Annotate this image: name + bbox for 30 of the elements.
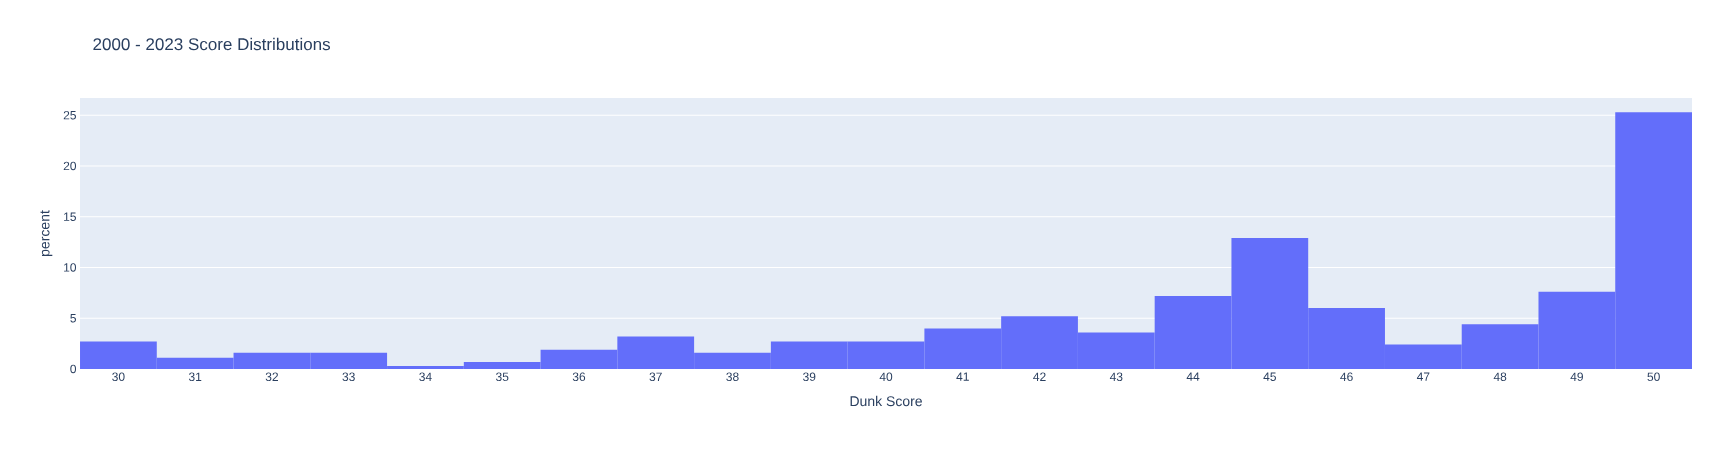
y-tick-label: 25 — [63, 111, 76, 120]
x-tick-label: 31 — [188, 372, 202, 382]
x-tick-label: 44 — [1186, 372, 1200, 381]
x-tick-label: 43 — [1109, 372, 1123, 382]
x-tick-label: 32 — [265, 372, 278, 382]
y-tick-label: 20 — [63, 161, 77, 171]
x-tick-label: 50 — [1647, 372, 1660, 382]
x-tick-label: 48 — [1493, 372, 1507, 382]
x-tick-label: 47 — [1416, 372, 1430, 381]
x-tick-label: 45 — [1263, 372, 1276, 381]
x-tick-label: 33 — [342, 372, 355, 382]
x-axis-title: Dunk Score — [850, 395, 922, 407]
x-tick-label: 35 — [495, 372, 509, 382]
x-tick-label: 39 — [803, 372, 816, 382]
y-tick-label: 5 — [70, 314, 76, 323]
x-tick-label: 34 — [419, 372, 432, 382]
x-tick-label: 38 — [726, 372, 739, 382]
y-tick-label: 0 — [70, 364, 77, 374]
x-tick-label: 40 — [879, 372, 893, 382]
y-tick-label: 15 — [64, 212, 76, 221]
x-tick-label: 42 — [1033, 372, 1046, 381]
y-tick-label: 10 — [64, 263, 77, 272]
x-tick-label: 30 — [112, 372, 125, 382]
x-tick-label: 41 — [956, 372, 969, 381]
x-tick-label: 46 — [1340, 372, 1353, 382]
chart-title: 2000 - 2023 Score Distributions — [93, 37, 331, 51]
x-tick-label: 36 — [572, 372, 586, 382]
x-tick-label: 37 — [649, 372, 662, 382]
x-tick-label: 49 — [1570, 372, 1583, 382]
y-axis-title: percent — [40, 210, 53, 256]
